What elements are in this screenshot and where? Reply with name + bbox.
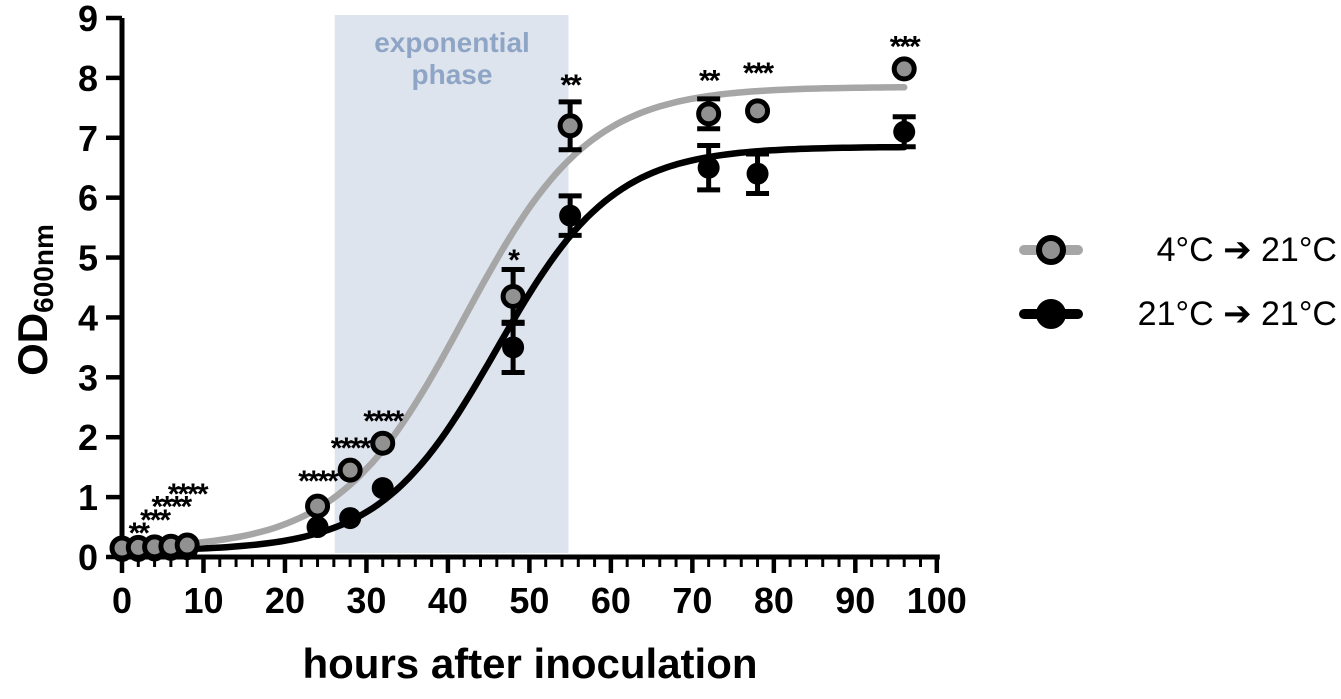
data-point [305, 493, 331, 519]
data-point [697, 156, 720, 179]
significance-stars: ** [699, 64, 721, 97]
significance-stars: ** [560, 69, 582, 102]
significance-stars: *** [743, 57, 774, 90]
y-tick-label: 8 [78, 58, 98, 99]
data-point [746, 162, 769, 185]
legend: 4°C ➔ 21°C 21°C ➔ 21°C [1017, 226, 1337, 338]
y-tick-label: 5 [78, 238, 98, 279]
y-tick-label: 1 [78, 477, 98, 518]
legend-item-21c-to-21c: 21°C ➔ 21°C [1017, 290, 1337, 338]
y-tick-label: 2 [78, 417, 98, 458]
significance-stars: *** [890, 31, 921, 64]
y-tick-label: 4 [78, 297, 98, 338]
legend-label-4c-to-21c: 4°C ➔ 21°C [1156, 231, 1337, 269]
x-tick-label: 40 [428, 580, 468, 621]
data-point [745, 98, 771, 124]
x-tick-label: 80 [754, 580, 794, 621]
data-point [174, 532, 200, 558]
y-tick-label: 7 [78, 118, 98, 159]
data-point [371, 477, 394, 500]
data-point [891, 56, 917, 82]
data-point [339, 507, 362, 530]
x-tick-label: 0 [112, 580, 132, 621]
legend-label-21c-to-21c: 21°C ➔ 21°C [1137, 295, 1337, 333]
y-tick-label: 3 [78, 357, 98, 398]
data-point [337, 457, 363, 483]
significance-stars: **** [298, 465, 339, 498]
y-tick-label: 9 [78, 0, 98, 39]
x-tick-label: 30 [346, 580, 386, 621]
data-point [696, 101, 722, 127]
significance-stars: **** [168, 478, 209, 511]
data-point [557, 113, 583, 139]
y-axis-title-main: OD [9, 312, 56, 376]
x-tick-label: 100 [907, 580, 967, 621]
x-tick-label: 10 [183, 580, 223, 621]
legend-marker-black-icon [1017, 290, 1085, 338]
x-tick-label: 50 [509, 580, 549, 621]
significance-stars: **** [152, 491, 193, 524]
fit-curve [118, 84, 908, 551]
y-axis-title-subscript: 600nm [28, 224, 59, 313]
significance-stars: **** [331, 432, 372, 465]
data-point [306, 516, 329, 539]
data-point [559, 204, 582, 227]
significance-stars: ** [129, 517, 151, 550]
x-tick-label: 20 [265, 580, 305, 621]
legend-item-4c-to-21c: 4°C ➔ 21°C [1017, 226, 1337, 274]
y-axis-title: OD600nm [9, 180, 65, 420]
x-tick-label: 70 [672, 580, 712, 621]
x-axis-title: hours after inoculation [302, 640, 758, 687]
y-tick-label: 0 [78, 537, 98, 578]
y-tick-label: 6 [78, 178, 98, 219]
significance-stars: *** [140, 504, 171, 537]
exponential-phase-label: exponential phase [374, 27, 530, 90]
x-tick-label: 90 [835, 580, 875, 621]
data-point [370, 430, 396, 456]
data-point [500, 283, 526, 309]
significance-stars: **** [363, 405, 404, 438]
data-point [893, 120, 916, 143]
data-point [502, 336, 525, 359]
x-tick-label: 60 [591, 580, 631, 621]
legend-marker-gray-icon [1017, 226, 1085, 274]
